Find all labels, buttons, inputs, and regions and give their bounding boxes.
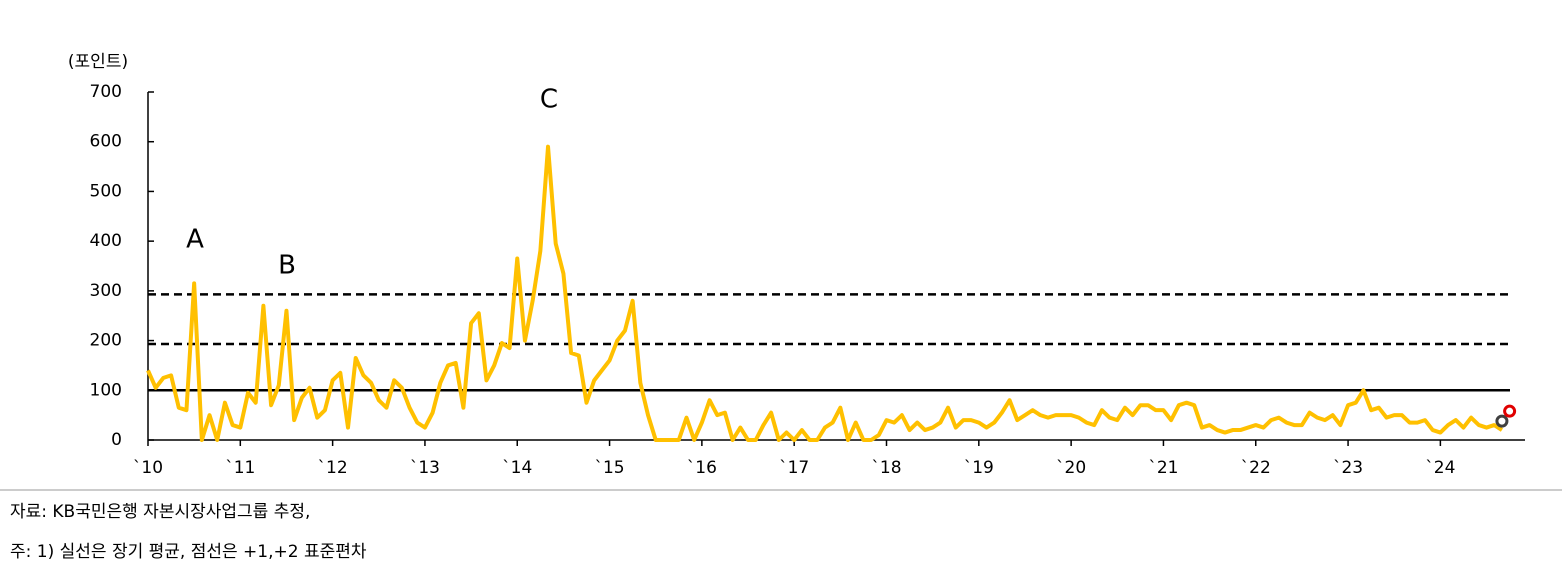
y-axis-label: (포인트) <box>68 52 128 72</box>
y-tick-label: 700 <box>90 82 122 102</box>
x-tick-label: `16 <box>687 458 717 478</box>
x-tick-label: `18 <box>871 458 901 478</box>
x-tick-label: `14 <box>502 458 532 478</box>
x-tick-label: `13 <box>410 458 440 478</box>
x-tick-label: `24 <box>1425 458 1455 478</box>
x-tick-label: `19 <box>964 458 994 478</box>
y-tick-label: 500 <box>90 181 122 201</box>
marker <box>1503 404 1517 418</box>
x-tick-label: `10 <box>133 458 163 478</box>
annotation: B <box>278 251 296 281</box>
note: 자료: KB국민은행 자본시장사업그룹 추정, <box>10 502 310 522</box>
y-tick-label: 100 <box>90 380 122 400</box>
annotation: C <box>540 85 558 115</box>
x-tick-label: `17 <box>779 458 809 478</box>
y-tick-label: 200 <box>90 331 122 351</box>
x-tick-label: `12 <box>318 458 348 478</box>
y-tick-label: 400 <box>90 231 122 251</box>
note: 주: 1) 실선은 장기 평균, 점선은 +1,+2 표준편차 <box>10 542 367 562</box>
x-tick-label: `15 <box>594 458 624 478</box>
y-tick-label: 300 <box>90 281 122 301</box>
x-tick-label: `22 <box>1241 458 1271 478</box>
y-tick-label: 600 <box>90 132 122 152</box>
x-tick-label: `21 <box>1148 458 1178 478</box>
line <box>146 144 1504 442</box>
x-tick-label: `11 <box>225 458 255 478</box>
y-tick-label: 0 <box>111 430 122 450</box>
x-tick-label: `23 <box>1333 458 1363 478</box>
x-tick-label: `20 <box>1056 458 1086 478</box>
annotation: A <box>186 225 204 255</box>
marker <box>1495 414 1509 428</box>
